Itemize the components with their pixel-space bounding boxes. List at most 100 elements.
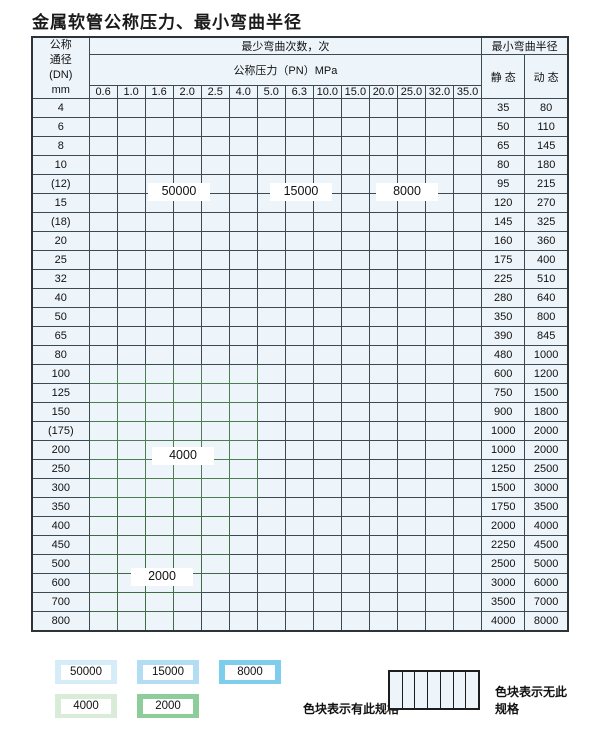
spec-cell	[312, 497, 342, 517]
spec-cell	[452, 250, 483, 270]
spec-cell	[312, 250, 342, 270]
spec-cell	[424, 269, 454, 289]
spec-cell	[424, 402, 454, 422]
spec-cell	[256, 421, 286, 441]
spec-cell	[144, 402, 174, 422]
spec-cell	[396, 364, 426, 384]
spec-cell	[312, 554, 342, 574]
callout-label: 8000	[376, 183, 438, 201]
spec-cell	[396, 288, 426, 308]
radius-dynamic: 2000	[524, 421, 569, 441]
spec-cell	[340, 440, 370, 460]
spec-cell	[368, 117, 398, 137]
spec-cell	[256, 364, 286, 384]
spec-cell	[200, 307, 230, 327]
spec-cell	[424, 535, 454, 555]
spec-cell	[88, 592, 118, 612]
spec-cell	[116, 117, 146, 137]
radius-dynamic: 640	[524, 288, 569, 308]
header-radius: 最小弯曲半径	[481, 36, 569, 55]
spec-cell	[396, 269, 426, 289]
spec-cell	[368, 611, 398, 631]
pressure-tick-12: 32.0	[424, 85, 454, 99]
legend-swatch-label: 15000	[143, 664, 193, 680]
spec-cell	[368, 459, 398, 479]
radius-static: 1000	[481, 440, 526, 460]
dn-label: 10	[31, 155, 90, 175]
spec-cell	[144, 345, 174, 365]
radius-static: 390	[481, 326, 526, 346]
dn-label: 300	[31, 478, 90, 498]
dn-label: 250	[31, 459, 90, 479]
spec-cell	[88, 364, 118, 384]
pressure-tick-3: 2.0	[172, 85, 202, 99]
radius-static: 350	[481, 307, 526, 327]
spec-cell	[284, 117, 314, 137]
pressure-tick-7: 6.3	[284, 85, 314, 99]
spec-cell	[172, 269, 202, 289]
spec-cell	[144, 364, 174, 384]
dn-label: 700	[31, 592, 90, 612]
legend-no-spec-cell	[390, 672, 403, 708]
spec-cell	[396, 345, 426, 365]
spec-cell	[88, 478, 118, 498]
spec-cell	[116, 402, 146, 422]
table-row: 125 750 1500	[31, 383, 569, 403]
spec-cell	[88, 212, 118, 232]
spec-cell	[228, 250, 258, 270]
spec-cell	[284, 288, 314, 308]
pressure-tick-9: 15.0	[340, 85, 370, 99]
spec-cell	[88, 155, 118, 175]
spec-cell	[424, 326, 454, 346]
spec-cell	[88, 516, 118, 536]
spec-cell	[368, 535, 398, 555]
spec-cell	[284, 516, 314, 536]
spec-cell	[452, 136, 483, 156]
spec-cell	[256, 117, 286, 137]
spec-cell	[116, 383, 146, 403]
spec-cell	[200, 497, 230, 517]
spec-cell	[340, 326, 370, 346]
table-row: 800 4000 8000	[31, 611, 569, 631]
radius-dynamic: 1500	[524, 383, 569, 403]
legend-swatch: 8000	[219, 660, 281, 684]
spec-cell	[368, 421, 398, 441]
spec-cell	[424, 554, 454, 574]
spec-cell	[172, 98, 202, 118]
spec-cell	[452, 554, 483, 574]
spec-cell	[452, 174, 483, 194]
spec-cell	[200, 383, 230, 403]
spec-cell	[396, 611, 426, 631]
radius-dynamic: 145	[524, 136, 569, 156]
spec-cell	[284, 402, 314, 422]
spec-cell	[256, 155, 286, 175]
spec-cell	[368, 307, 398, 327]
spec-cell	[284, 269, 314, 289]
table-row: 4 35 80	[31, 98, 569, 118]
spec-cell	[144, 269, 174, 289]
spec-cell	[424, 136, 454, 156]
radius-dynamic: 4500	[524, 535, 569, 555]
table-row: 25 175 400	[31, 250, 569, 270]
spec-cell	[200, 402, 230, 422]
radius-dynamic: 845	[524, 326, 569, 346]
spec-cell	[200, 535, 230, 555]
callout-label: 50000	[148, 183, 210, 201]
spec-cell	[340, 212, 370, 232]
dn-label: 125	[31, 383, 90, 403]
radius-dynamic: 800	[524, 307, 569, 327]
spec-cell	[340, 592, 370, 612]
spec-cell	[396, 231, 426, 251]
pressure-tick-0: 0.6	[88, 85, 118, 99]
spec-cell	[312, 535, 342, 555]
spec-cell	[396, 421, 426, 441]
spec-cell	[116, 136, 146, 156]
spec-cell	[172, 212, 202, 232]
spec-cell	[424, 345, 454, 365]
legend-no-spec-cell	[466, 672, 479, 708]
table-row: (175) 1000 2000	[31, 421, 569, 441]
spec-cell	[172, 516, 202, 536]
dn-label: 350	[31, 497, 90, 517]
spec-cell	[368, 364, 398, 384]
spec-cell	[368, 592, 398, 612]
